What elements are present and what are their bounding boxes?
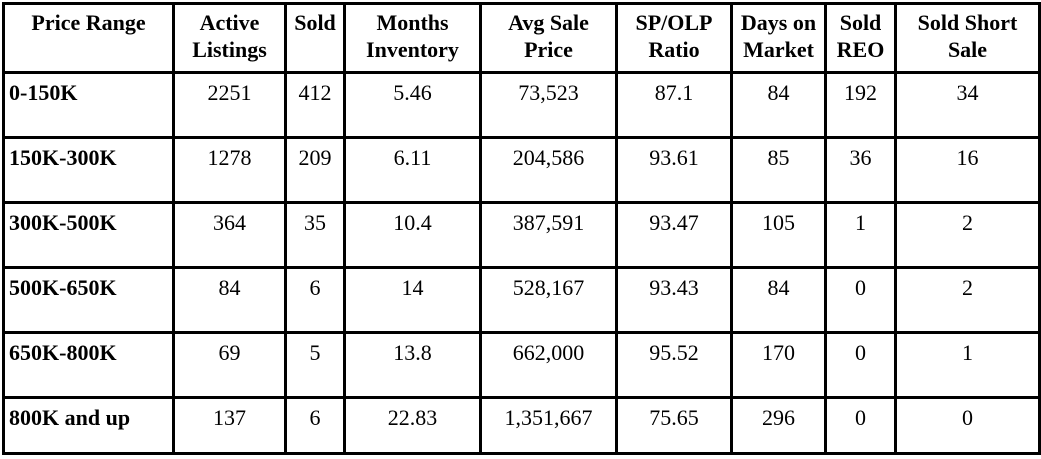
cell-avg-sale-price: 204,586	[479, 136, 618, 204]
cell-months-inventory: 5.46	[343, 71, 482, 139]
cell-active-listings: 137	[172, 396, 287, 455]
header-price-range: Price Range	[2, 2, 175, 74]
cell-months-inventory: 14	[343, 266, 482, 334]
table-row: 500K-650K 84 6 14 528,167 93.43 84 0 2	[2, 266, 1041, 334]
cell-active-listings: 2251	[172, 71, 287, 139]
header-months-inventory: Months Inventory	[343, 2, 482, 74]
cell-months-inventory: 13.8	[343, 331, 482, 399]
cell-sold-reo: 0	[824, 331, 897, 399]
header-avg-sale-price: Avg Sale Price	[479, 2, 618, 74]
cell-avg-sale-price: 1,351,667	[479, 396, 618, 455]
cell-avg-sale-price: 662,000	[479, 331, 618, 399]
table-row: 150K-300K 1278 209 6.11 204,586 93.61 85…	[2, 136, 1041, 204]
header-sold-reo: Sold REO	[824, 2, 897, 74]
cell-sold: 35	[284, 201, 346, 269]
header-active-listings: Active Listings	[172, 2, 287, 74]
cell-months-inventory: 10.4	[343, 201, 482, 269]
cell-sold: 5	[284, 331, 346, 399]
cell-sp-olp-ratio: 93.47	[615, 201, 733, 269]
table-row: 650K-800K 69 5 13.8 662,000 95.52 170 0 …	[2, 331, 1041, 399]
cell-months-inventory: 22.83	[343, 396, 482, 455]
cell-sp-olp-ratio: 93.43	[615, 266, 733, 334]
cell-price-range: 150K-300K	[2, 136, 175, 204]
cell-sold-short-sale: 16	[894, 136, 1041, 204]
cell-sp-olp-ratio: 95.52	[615, 331, 733, 399]
cell-sold-reo: 192	[824, 71, 897, 139]
cell-days-on-market: 84	[730, 266, 827, 334]
cell-sold: 6	[284, 266, 346, 334]
header-row: Price Range Active Listings Sold Months …	[2, 2, 1041, 74]
cell-price-range: 500K-650K	[2, 266, 175, 334]
cell-sp-olp-ratio: 93.61	[615, 136, 733, 204]
cell-days-on-market: 296	[730, 396, 827, 455]
cell-sold-short-sale: 34	[894, 71, 1041, 139]
cell-active-listings: 364	[172, 201, 287, 269]
cell-price-range: 800K and up	[2, 396, 175, 455]
cell-sp-olp-ratio: 75.65	[615, 396, 733, 455]
cell-active-listings: 84	[172, 266, 287, 334]
cell-sold-short-sale: 2	[894, 266, 1041, 334]
cell-sold-reo: 36	[824, 136, 897, 204]
cell-days-on-market: 105	[730, 201, 827, 269]
cell-sold: 412	[284, 71, 346, 139]
cell-days-on-market: 84	[730, 71, 827, 139]
cell-price-range: 0-150K	[2, 71, 175, 139]
cell-sold-short-sale: 1	[894, 331, 1041, 399]
cell-days-on-market: 170	[730, 331, 827, 399]
cell-sold-short-sale: 2	[894, 201, 1041, 269]
cell-sold-short-sale: 0	[894, 396, 1041, 455]
cell-avg-sale-price: 73,523	[479, 71, 618, 139]
cell-sold-reo: 0	[824, 266, 897, 334]
cell-price-range: 300K-500K	[2, 201, 175, 269]
cell-months-inventory: 6.11	[343, 136, 482, 204]
cell-price-range: 650K-800K	[2, 331, 175, 399]
cell-active-listings: 1278	[172, 136, 287, 204]
header-sold-short-sale: Sold Short Sale	[894, 2, 1041, 74]
cell-sold-reo: 1	[824, 201, 897, 269]
cell-days-on-market: 85	[730, 136, 827, 204]
cell-sold: 6	[284, 396, 346, 455]
header-sold: Sold	[284, 2, 346, 74]
cell-active-listings: 69	[172, 331, 287, 399]
cell-avg-sale-price: 528,167	[479, 266, 618, 334]
cell-avg-sale-price: 387,591	[479, 201, 618, 269]
table-row: 300K-500K 364 35 10.4 387,591 93.47 105 …	[2, 201, 1041, 269]
cell-sold-reo: 0	[824, 396, 897, 455]
cell-sold: 209	[284, 136, 346, 204]
header-days-on-market: Days on Market	[730, 2, 827, 74]
table-row: 800K and up 137 6 22.83 1,351,667 75.65 …	[2, 396, 1041, 455]
header-sp-olp-ratio: SP/OLP Ratio	[615, 2, 733, 74]
table-row: 0-150K 2251 412 5.46 73,523 87.1 84 192 …	[2, 71, 1041, 139]
cell-sp-olp-ratio: 87.1	[615, 71, 733, 139]
